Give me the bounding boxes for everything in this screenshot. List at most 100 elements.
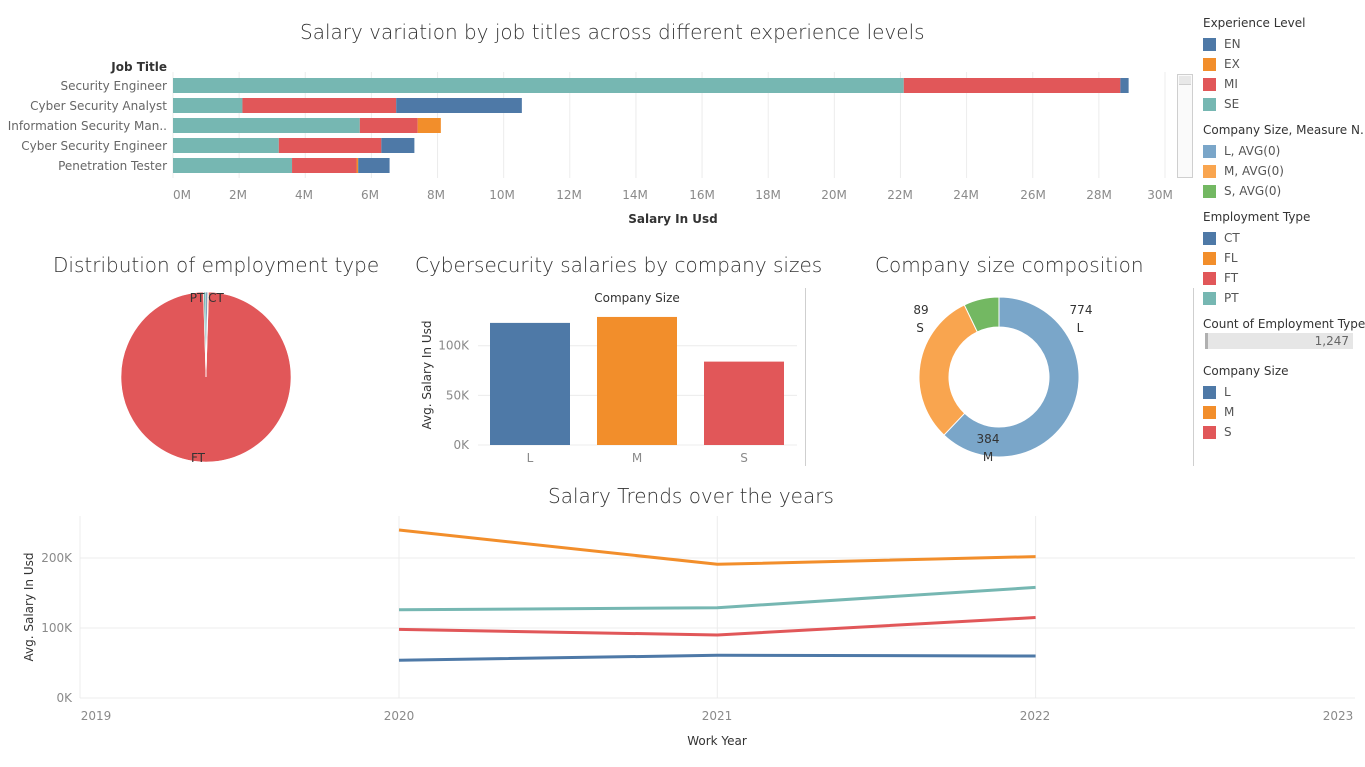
legend-title: Experience Level <box>1203 16 1306 30</box>
legend-item-l[interactable]: L <box>1203 382 1289 402</box>
count-value: 1,247 <box>1314 334 1349 348</box>
x-tick-label: 8M <box>427 188 445 202</box>
pie-slice-fl <box>205 291 209 378</box>
x-tick-label: 22M <box>887 188 913 202</box>
swatch-icon <box>1203 97 1216 111</box>
legend-title: Count of Employment Type <box>1203 317 1365 331</box>
slice-label: FT <box>191 451 206 465</box>
swatch-icon <box>1203 164 1216 178</box>
x-tick-label: 28M <box>1086 188 1112 202</box>
x-tick-label: 2023 <box>1323 709 1354 723</box>
bar-segment-mi <box>903 78 1121 93</box>
value-label: 774 <box>1070 303 1093 317</box>
slice-label: S <box>916 321 924 335</box>
swatch-icon <box>1203 184 1216 198</box>
x-tick-label: 0M <box>173 188 191 202</box>
legend-item-l-avg[interactable]: L, AVG(0) <box>1203 141 1365 161</box>
swatch-icon <box>1203 231 1216 245</box>
legend-item-s[interactable]: S <box>1203 422 1289 442</box>
x-tick-label: 20M <box>821 188 847 202</box>
swatch-icon <box>1203 251 1216 265</box>
x-tick-label: 18M <box>755 188 781 202</box>
value-label: 384 <box>977 432 1000 446</box>
series-line-se <box>398 585 1036 612</box>
swatch-icon <box>1203 77 1216 91</box>
separator-line <box>805 288 806 466</box>
series-line-en <box>398 653 1036 662</box>
y-tick-label: 100K <box>438 339 470 353</box>
bar-segment-mi <box>278 138 382 153</box>
legend-item-pt[interactable]: PT <box>1203 288 1310 308</box>
y-tick-label: 0K <box>453 438 470 452</box>
legend-item-mi[interactable]: MI <box>1203 74 1305 94</box>
swatch-icon <box>1203 57 1216 71</box>
bar-segment-en <box>358 158 390 173</box>
legend-item-s-avg[interactable]: S, AVG(0) <box>1203 181 1365 201</box>
bar-segment-mi <box>242 98 397 113</box>
series-line-mi <box>398 616 1036 637</box>
vertical-scrollbar[interactable] <box>1177 74 1193 178</box>
legend-item-ex[interactable]: EX <box>1203 54 1305 74</box>
salary-variation-chart: 0M 2M 4M 6M 8M 10M 12M 14M 16M 18M 20M 22M 24M 26M 28M… <box>8 60 1173 226</box>
donut-slice-s <box>963 296 1000 333</box>
bar-segment-mi <box>359 118 418 133</box>
x-tick-label: 2020 <box>384 709 415 723</box>
x-axis-title: Salary In Usd <box>628 212 718 226</box>
category-label: Cyber Security Analyst <box>30 99 167 113</box>
y-tick-label: 200K <box>41 551 73 565</box>
slice-label: CT <box>208 291 224 305</box>
legend-item-ft[interactable]: FT <box>1203 268 1310 288</box>
value-label: 89 <box>913 303 928 317</box>
employment-legend: Employment Type CT FL FT PT <box>1203 210 1310 308</box>
x-tick-label: 16M <box>689 188 715 202</box>
x-tick-label: 26M <box>1020 188 1046 202</box>
separator-line <box>1193 288 1194 466</box>
x-tick-label: 30M <box>1147 188 1173 202</box>
bar-segment-se <box>173 158 293 173</box>
bar-segment-se <box>173 138 279 153</box>
x-tick-label: 4M <box>295 188 313 202</box>
bar-segment-se <box>173 98 243 113</box>
bar-segment-mi <box>292 158 357 173</box>
legend-item-m[interactable]: M <box>1203 402 1289 422</box>
swatch-icon <box>1203 291 1216 305</box>
count-size-bar: 1,247 <box>1205 333 1353 349</box>
x-tick-label: 14M <box>622 188 648 202</box>
legend-item-fl[interactable]: FL <box>1203 248 1310 268</box>
column-header: Company Size <box>594 291 680 305</box>
category-label: Cyber Security Engineer <box>21 139 167 153</box>
company-salaries-title: Cybersecurity salaries by company sizes <box>415 253 823 277</box>
legend-title: Company Size, Measure N.. <box>1203 123 1365 137</box>
slice-label: L <box>1077 321 1084 335</box>
x-tick-label: 2021 <box>702 709 733 723</box>
company-size-legend: Company Size L M S <box>1203 364 1289 442</box>
legend-item-ct[interactable]: CT <box>1203 228 1310 248</box>
bar-m <box>597 316 677 445</box>
salary-trends-title: Salary Trends over the years <box>548 484 834 508</box>
bar-s <box>704 361 784 445</box>
x-tick-label: 24M <box>953 188 979 202</box>
bar-segment-ex <box>356 158 359 173</box>
bar-segment-se <box>173 78 904 93</box>
employment-distribution-title: Distribution of employment type <box>53 253 380 277</box>
y-tick-label: 100K <box>41 621 73 635</box>
salary-variation-title: Salary variation by job titles across di… <box>300 20 925 44</box>
row-header: Job Title <box>110 60 167 74</box>
bar-segment-en <box>1120 78 1129 93</box>
swatch-icon <box>1203 271 1216 285</box>
bar-segment-en <box>396 98 522 113</box>
category-label: Security Engineer <box>60 79 167 93</box>
swatch-icon <box>1203 385 1216 399</box>
y-tick-label: 50K <box>446 388 470 402</box>
legend-item-en[interactable]: EN <box>1203 34 1305 54</box>
y-tick-label: 0K <box>56 691 73 705</box>
legend-item-m-avg[interactable]: M, AVG(0) <box>1203 161 1365 181</box>
legend-item-se[interactable]: SE <box>1203 94 1305 114</box>
company-composition-title: Company size composition <box>875 253 1144 277</box>
y-axis-title: Avg. Salary In Usd <box>420 321 434 430</box>
scrollbar-thumb[interactable] <box>1179 76 1191 85</box>
x-tick-label: M <box>632 451 642 465</box>
legend-title: Company Size <box>1203 364 1289 378</box>
